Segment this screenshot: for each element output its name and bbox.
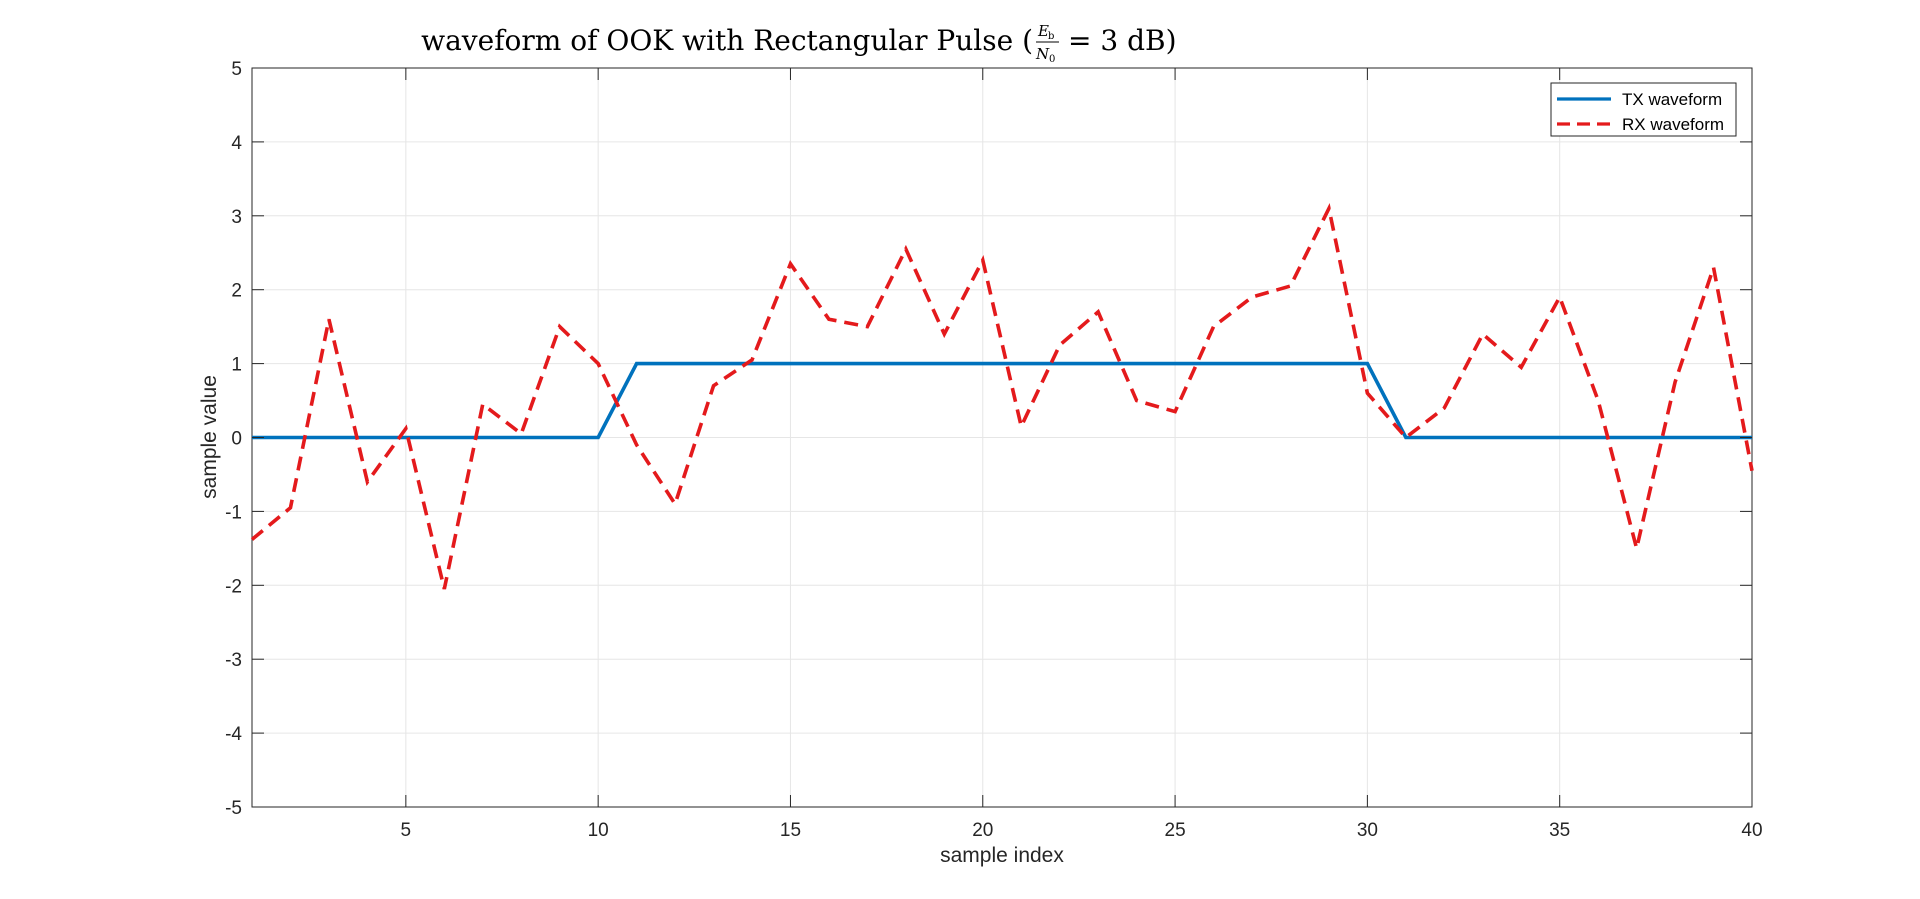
x-tick-label: 35 <box>1549 820 1570 841</box>
series-layer <box>250 202 1754 590</box>
y-tick-label: 5 <box>231 59 242 80</box>
legend-tx-label: TX waveform <box>1622 90 1722 109</box>
y-axis-label: sample value <box>198 375 221 499</box>
y-tick-label: 2 <box>231 281 242 302</box>
y-tick-label: -4 <box>225 724 242 745</box>
title-frac-numerator: E <box>1037 22 1049 40</box>
y-tick-label: 4 <box>231 133 242 154</box>
y-tick-label: 3 <box>231 207 242 228</box>
tx-waveform-line <box>252 361 1752 440</box>
legend-box <box>1550 82 1737 137</box>
x-axis-label: sample index <box>940 844 1064 867</box>
x-tick-label: 5 <box>401 820 412 841</box>
title-suffix: = 3 dB) <box>1068 24 1177 57</box>
title-frac-denominator-sub: 0 <box>1049 54 1055 65</box>
x-tick-label: 25 <box>1165 820 1186 841</box>
title-frac-denominator: N <box>1035 45 1050 63</box>
x-tick-label: 20 <box>972 820 993 841</box>
title-frac-numerator-sub: b <box>1048 31 1054 42</box>
y-tick-label: 1 <box>231 355 242 376</box>
legend-rx-label: RX waveform <box>1622 115 1724 134</box>
y-tick-label: -1 <box>225 502 242 523</box>
x-tick-label: 15 <box>780 820 801 841</box>
y-tick-label: -2 <box>225 576 242 597</box>
title-prefix: waveform of OOK with Rectangular Pulse ( <box>421 24 1033 57</box>
legend: TX waveform RX waveform <box>1550 82 1737 137</box>
y-tick-label: -3 <box>225 650 242 671</box>
x-tick-label: 10 <box>588 820 609 841</box>
y-tick-label: 0 <box>231 429 242 450</box>
x-tick-label: 30 <box>1357 820 1378 841</box>
rx-waveform-line <box>250 202 1754 590</box>
chart-title: waveform of OOK with Rectangular Pulse (… <box>421 22 1176 65</box>
y-tick-label: -5 <box>225 798 242 819</box>
x-tick-label: 40 <box>1741 820 1762 841</box>
ticks: 5 10 15 20 25 30 35 40 -5 -4 -3 -2 -1 0 1 2 3 4 5 <box>225 59 1762 841</box>
